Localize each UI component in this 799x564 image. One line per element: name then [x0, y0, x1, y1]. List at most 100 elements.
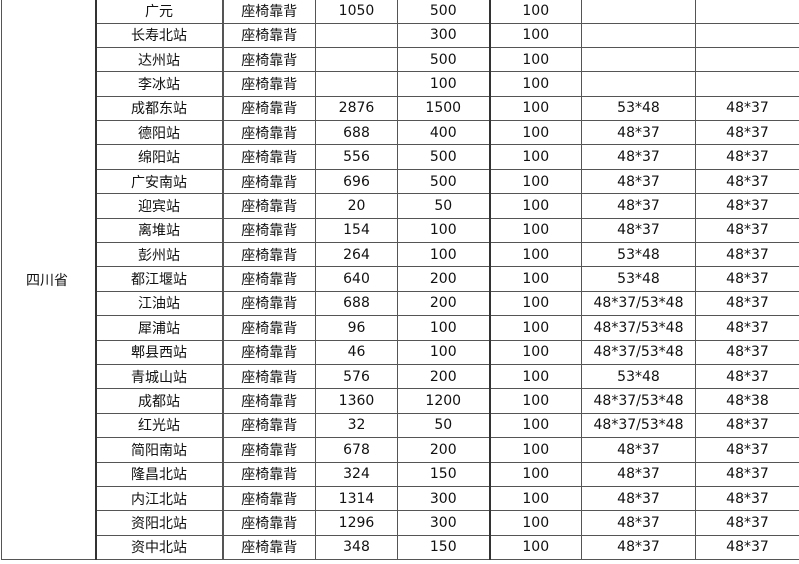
table-row: 迎宾站 座椅靠背 20 50 100 48*37 48*37: [2, 193, 799, 219]
quantity-c-cell: 100: [488, 217, 582, 244]
station-name-cell: 广元: [95, 0, 224, 24]
quantity-b-cell: 150: [397, 534, 490, 561]
size-a-cell: 53*48: [581, 95, 696, 122]
size-b-cell: 48*37: [695, 437, 799, 463]
table-row: 彭州站 座椅靠背 264 100 100 53*48 48*37: [2, 242, 799, 268]
quantity-a-cell: 154: [315, 217, 398, 244]
size-a-cell: 48*37/53*48: [581, 315, 696, 341]
table-row: 隆昌北站 座椅靠背 324 150 100 48*37 48*37: [2, 461, 799, 487]
quantity-b-cell: 500: [397, 46, 490, 73]
table-row: 犀浦站 座椅靠背 96 100 100 48*37/53*48 48*37: [2, 315, 799, 341]
quantity-b-cell: 1500: [397, 95, 490, 122]
size-b-cell: [695, 0, 799, 24]
table-row: 离堆站 座椅靠背 154 100 100 48*37 48*37: [2, 217, 799, 244]
quantity-a-cell: 348: [315, 534, 398, 561]
size-b-cell: 48*37: [695, 95, 799, 122]
quantity-b-cell: 50: [397, 412, 490, 439]
item-type-cell: 座椅靠背: [222, 339, 316, 365]
quantity-b-cell: 400: [397, 120, 490, 146]
item-type-cell: 座椅靠背: [222, 266, 316, 292]
quantity-b-cell: 500: [397, 144, 490, 170]
item-type-cell: 座椅靠背: [222, 290, 316, 317]
quantity-c-cell: 100: [488, 95, 582, 122]
quantity-b-cell: 300: [397, 485, 490, 512]
table-row: 都江堰站 座椅靠背 640 200 100 53*48 48*37: [2, 266, 799, 292]
quantity-c-cell: 100: [488, 46, 582, 73]
station-name-cell: 成都东站: [95, 95, 224, 122]
station-name-cell: 青城山站: [95, 363, 224, 390]
table-row: 广安南站 座椅靠背 696 500 100 48*37 48*37: [2, 168, 799, 195]
quantity-c-cell: 100: [488, 461, 582, 487]
table-row: 绵阳站 座椅靠背 556 500 100 48*37 48*37: [2, 144, 799, 170]
table-row: 成都东站 座椅靠背 2876 1500 100 53*48 48*37: [2, 95, 799, 122]
item-type-cell: 座椅靠背: [222, 412, 316, 439]
station-name-cell: 简阳南站: [95, 437, 224, 463]
item-type-cell: 座椅靠背: [222, 534, 316, 561]
size-a-cell: [581, 22, 696, 48]
item-type-cell: 座椅靠背: [222, 363, 316, 390]
station-name-cell: 离堆站: [95, 217, 224, 244]
size-a-cell: 48*37: [581, 168, 696, 195]
size-a-cell: [581, 46, 696, 73]
quantity-a-cell: 324: [315, 461, 398, 487]
size-b-cell: 48*37: [695, 339, 799, 365]
table-row: 达州站 座椅靠背 500 100: [2, 46, 799, 73]
quantity-a-cell: [315, 46, 398, 73]
size-a-cell: [581, 0, 696, 24]
quantity-c-cell: 100: [488, 71, 582, 97]
table-row: 青城山站 座椅靠背 576 200 100 53*48 48*37: [2, 363, 799, 390]
quantity-a-cell: 688: [315, 290, 398, 317]
quantity-b-cell: 200: [397, 363, 490, 390]
size-a-cell: 53*48: [581, 242, 696, 268]
size-b-cell: 48*38: [695, 388, 799, 414]
size-a-cell: [581, 71, 696, 97]
quantity-c-cell: 100: [488, 339, 582, 365]
size-a-cell: 48*37: [581, 534, 696, 561]
station-name-cell: 犀浦站: [95, 315, 224, 341]
size-a-cell: 48*37: [581, 120, 696, 146]
size-b-cell: 48*37: [695, 120, 799, 146]
station-name-cell: 资阳北站: [95, 510, 224, 536]
table-row: 成都站 座椅靠背 1360 1200 100 48*37/53*48 48*38: [2, 388, 799, 414]
quantity-a-cell: [315, 22, 398, 48]
item-type-cell: 座椅靠背: [222, 461, 316, 487]
quantity-a-cell: 1296: [315, 510, 398, 536]
station-name-cell: 迎宾站: [95, 193, 224, 219]
table-row: 长寿北站 座椅靠背 300 100: [2, 22, 799, 48]
item-type-cell: 座椅靠背: [222, 217, 316, 244]
quantity-a-cell: 2876: [315, 95, 398, 122]
quantity-b-cell: 500: [397, 168, 490, 195]
size-b-cell: [695, 22, 799, 48]
quantity-c-cell: 100: [488, 242, 582, 268]
quantity-b-cell: 300: [397, 510, 490, 536]
size-a-cell: 48*37: [581, 461, 696, 487]
quantity-a-cell: 576: [315, 363, 398, 390]
size-b-cell: 48*37: [695, 144, 799, 170]
quantity-a-cell: 688: [315, 120, 398, 146]
item-type-cell: 座椅靠背: [222, 120, 316, 146]
table-row: 资中北站 座椅靠背 348 150 100 48*37 48*37: [2, 534, 799, 561]
station-name-cell: 长寿北站: [95, 22, 224, 48]
station-name-cell: 李冰站: [95, 71, 224, 97]
item-type-cell: 座椅靠背: [222, 510, 316, 536]
table-row: 红光站 座椅靠背 32 50 100 48*37/53*48 48*37: [2, 412, 799, 439]
quantity-b-cell: 200: [397, 437, 490, 463]
quantity-b-cell: 500: [397, 0, 490, 24]
item-type-cell: 座椅靠背: [222, 315, 316, 341]
size-a-cell: 53*48: [581, 266, 696, 292]
quantity-a-cell: 556: [315, 144, 398, 170]
item-type-cell: 座椅靠背: [222, 46, 316, 73]
quantity-c-cell: 100: [488, 193, 582, 219]
item-type-cell: 座椅靠背: [222, 95, 316, 122]
table-row: 德阳站 座椅靠背 688 400 100 48*37 48*37: [2, 120, 799, 146]
quantity-a-cell: 96: [315, 315, 398, 341]
size-b-cell: 48*37: [695, 290, 799, 317]
size-a-cell: 48*37/53*48: [581, 388, 696, 414]
item-type-cell: 座椅靠背: [222, 193, 316, 219]
size-b-cell: 48*37: [695, 534, 799, 561]
quantity-c-cell: 100: [488, 412, 582, 439]
station-name-cell: 红光站: [95, 412, 224, 439]
quantity-a-cell: 264: [315, 242, 398, 268]
station-name-cell: 绵阳站: [95, 144, 224, 170]
